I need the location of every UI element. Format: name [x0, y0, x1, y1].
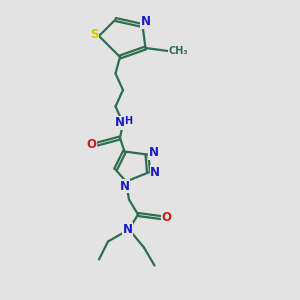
- Text: S: S: [90, 28, 99, 41]
- Text: N: N: [119, 179, 130, 193]
- Text: CH₃: CH₃: [169, 46, 188, 56]
- Text: N: N: [150, 166, 160, 179]
- Text: H: H: [124, 116, 133, 126]
- Text: O: O: [161, 211, 172, 224]
- Text: O: O: [86, 138, 97, 152]
- Text: N: N: [140, 15, 151, 28]
- Text: N: N: [122, 223, 133, 236]
- Text: N: N: [148, 146, 159, 160]
- Text: N: N: [114, 116, 124, 130]
